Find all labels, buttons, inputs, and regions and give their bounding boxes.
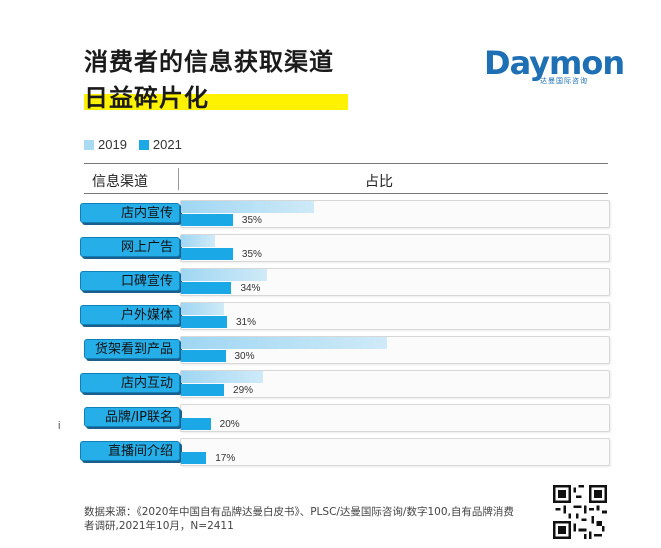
stray-mark: i [58,420,61,432]
bar-2021 [181,248,233,260]
qr-code-icon [553,485,607,539]
header-separator [178,168,179,190]
category-label: 口碑宣传 [80,271,180,291]
value-label: 20% [219,419,240,430]
value-label: 29% [233,385,254,396]
value-label: 30% [234,351,255,362]
title-highlight [84,94,348,110]
category-label: 店内宣传 [80,203,180,223]
bar-2019 [181,371,263,383]
bar-2021 [181,350,226,362]
bar-2019 [181,269,267,281]
category-label: 网上广告 [80,237,180,257]
legend-swatch-2019 [84,139,94,150]
category-label: 货架看到产品 [84,339,180,359]
bar-2019 [181,235,216,247]
brand-subtitle: 达曼国际咨询 [540,77,588,85]
bar-2021 [181,418,211,430]
column-header-channel: 信息渠道 [92,173,148,189]
brand-logo: Daymon [484,44,625,82]
category-label: 品牌/IP联名 [84,407,180,427]
legend-label-2019: 2019 [98,137,127,152]
chart-title-line1: 消费者的信息获取渠道 [84,48,334,76]
source-note: 数据来源：《2020年中国自有品牌达曼白皮书》、PLSC/达曼国际咨询/数字10… [84,506,514,532]
bar-2019 [181,303,224,315]
bar-2021 [181,384,225,396]
bar-2021 [181,316,227,328]
value-label: 35% [241,249,262,260]
chart-title-line2: 日益碎片化 [84,84,209,112]
row-background [180,302,610,330]
value-label: 34% [240,283,261,294]
column-header-share: 占比 [365,173,393,189]
bar-2021 [181,452,207,464]
bar-2021 [181,282,232,294]
value-label: 17% [215,453,236,464]
legend-label-2021: 2021 [152,137,182,152]
bar-2019 [181,201,315,213]
bar-2019 [181,337,388,349]
row-background [180,438,610,466]
header-top-rule [84,163,608,164]
row-background [180,234,610,262]
value-label: 31% [235,317,256,328]
category-label: 店内互动 [80,373,180,393]
category-label: 直播间介绍 [80,441,180,461]
row-background [180,404,610,432]
legend-swatch-2021 [138,139,149,150]
legend: 2019 2021 [84,137,194,152]
value-label: 35% [241,215,262,226]
bar-2021 [181,214,233,226]
header-bottom-rule [84,193,608,194]
category-label: 户外媒体 [80,305,180,325]
